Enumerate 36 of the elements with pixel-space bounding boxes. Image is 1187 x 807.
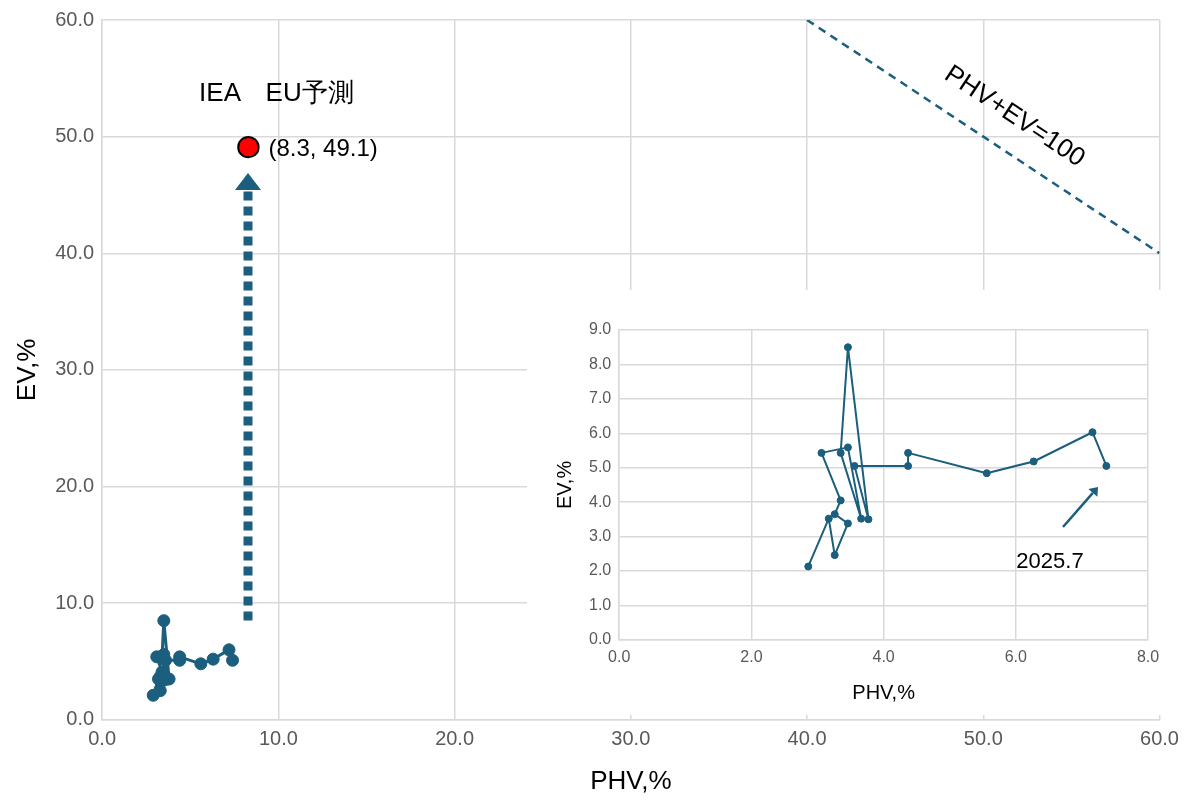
- x-tick-label: 6.0: [1004, 647, 1028, 665]
- y-tick-label: 0.0: [588, 630, 612, 648]
- y-tick-label: 2.0: [588, 561, 612, 579]
- y-tick-label: 1.0: [588, 595, 612, 613]
- y-tick-label: 0.0: [66, 707, 95, 730]
- x-tick-label: 2.0: [740, 647, 763, 665]
- x-tick-label: 4.0: [872, 647, 895, 665]
- y-tick-label: 8.0: [588, 354, 612, 372]
- x-axis-title: PHV,%: [852, 680, 916, 703]
- x-tick-label: 60.0: [1140, 727, 1180, 750]
- x-tick-label: 0.0: [88, 727, 117, 750]
- annotation: 2025.7: [1016, 547, 1084, 573]
- x-axis-title: PHV,%: [590, 764, 672, 795]
- y-tick-label: 7.0: [588, 389, 612, 407]
- y-tick-label: 30.0: [55, 357, 95, 380]
- x-tick-label: 8.0: [1136, 647, 1160, 665]
- y-tick-label: 10.0: [55, 590, 95, 613]
- y-axis-title: EV,%: [552, 460, 575, 509]
- x-tick-label: 0.0: [608, 647, 631, 665]
- x-tick-label: 30.0: [611, 727, 651, 750]
- data-label: (8.3, 49.1): [268, 133, 378, 161]
- y-tick-label: 20.0: [55, 474, 95, 497]
- y-tick-label: 3.0: [588, 526, 612, 544]
- y-tick-label: 60.0: [55, 7, 95, 30]
- y-tick-label: 6.0: [588, 423, 612, 441]
- y-tick-label: 50.0: [55, 124, 95, 147]
- x-tick-label: 20.0: [435, 727, 475, 750]
- y-tick-label: 5.0: [588, 458, 612, 476]
- series-label: IEA EU予測: [199, 77, 354, 108]
- x-tick-label: 50.0: [963, 727, 1003, 750]
- x-tick-label: 10.0: [258, 727, 298, 750]
- y-axis-title: EV,%: [10, 338, 41, 402]
- y-tick-label: 4.0: [588, 492, 612, 510]
- y-tick-label: 40.0: [55, 240, 95, 263]
- y-tick-label: 9.0: [588, 320, 612, 338]
- x-tick-label: 40.0: [787, 727, 827, 750]
